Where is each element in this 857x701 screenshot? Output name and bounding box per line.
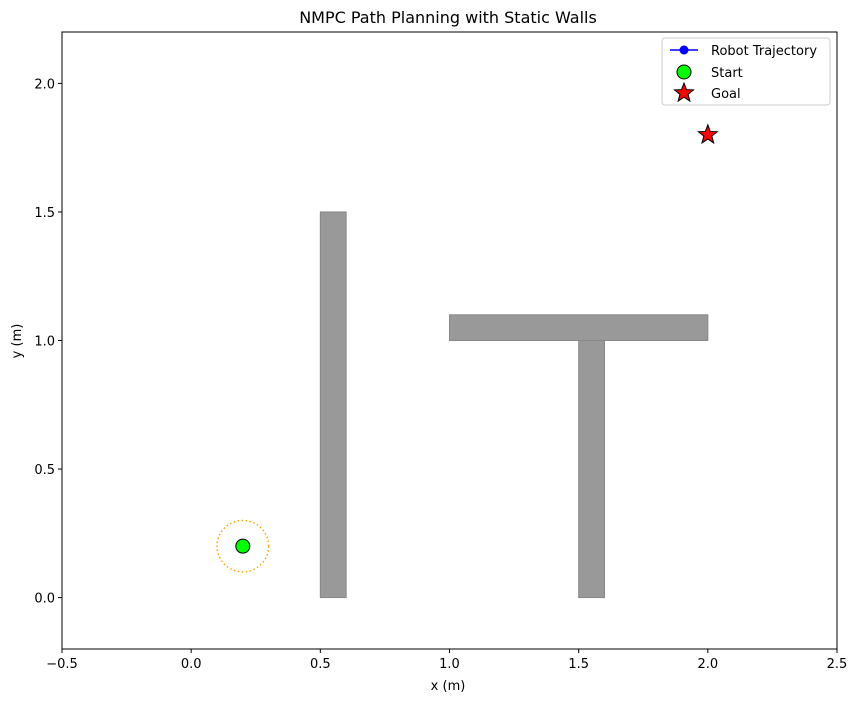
x-tick-label: 2.5 xyxy=(827,657,848,672)
legend-box xyxy=(661,37,831,106)
x-tick-label: 0.5 xyxy=(310,657,331,672)
y-tick-label: 1.0 xyxy=(34,335,55,350)
y-tick-label: 1.5 xyxy=(34,206,55,221)
y-tick-label: 0.5 xyxy=(34,463,55,478)
start-point xyxy=(235,538,251,554)
x-tick-label: 0.0 xyxy=(181,657,202,672)
y-axis-label: y (m) xyxy=(10,324,25,359)
y-tick-label: 0.0 xyxy=(34,592,55,607)
y-axis: 0.0 0.5 1.0 1.5 2.0 xyxy=(34,77,62,607)
legend-trajectory-marker xyxy=(679,45,689,55)
legend-goal-label: Goal xyxy=(711,87,741,102)
x-tick-label: 1.0 xyxy=(439,657,460,672)
legend-start-marker xyxy=(676,64,692,80)
legend-start-label: Start xyxy=(711,66,743,81)
plot-area xyxy=(216,123,719,599)
legend-goal-marker xyxy=(673,81,695,103)
wall-2 xyxy=(449,314,709,341)
wall-3 xyxy=(578,340,606,599)
x-tick-label: 1.5 xyxy=(568,657,589,672)
legend-trajectory-label: Robot Trajectory xyxy=(711,44,817,59)
wall-1 xyxy=(319,211,347,599)
x-tick-label: −0.5 xyxy=(46,657,78,672)
legend: Robot Trajectory Start Goal xyxy=(661,37,831,106)
y-tick-label: 2.0 xyxy=(34,77,55,92)
x-tick-label: 2.0 xyxy=(697,657,718,672)
x-axis: −0.5 0.0 0.5 1.0 1.5 2.0 2.5 xyxy=(46,649,847,672)
chart-title: NMPC Path Planning with Static Walls xyxy=(299,8,597,27)
robot-radius-circle xyxy=(216,519,270,573)
x-axis-label: x (m) xyxy=(431,679,466,694)
goal-point xyxy=(696,123,719,145)
